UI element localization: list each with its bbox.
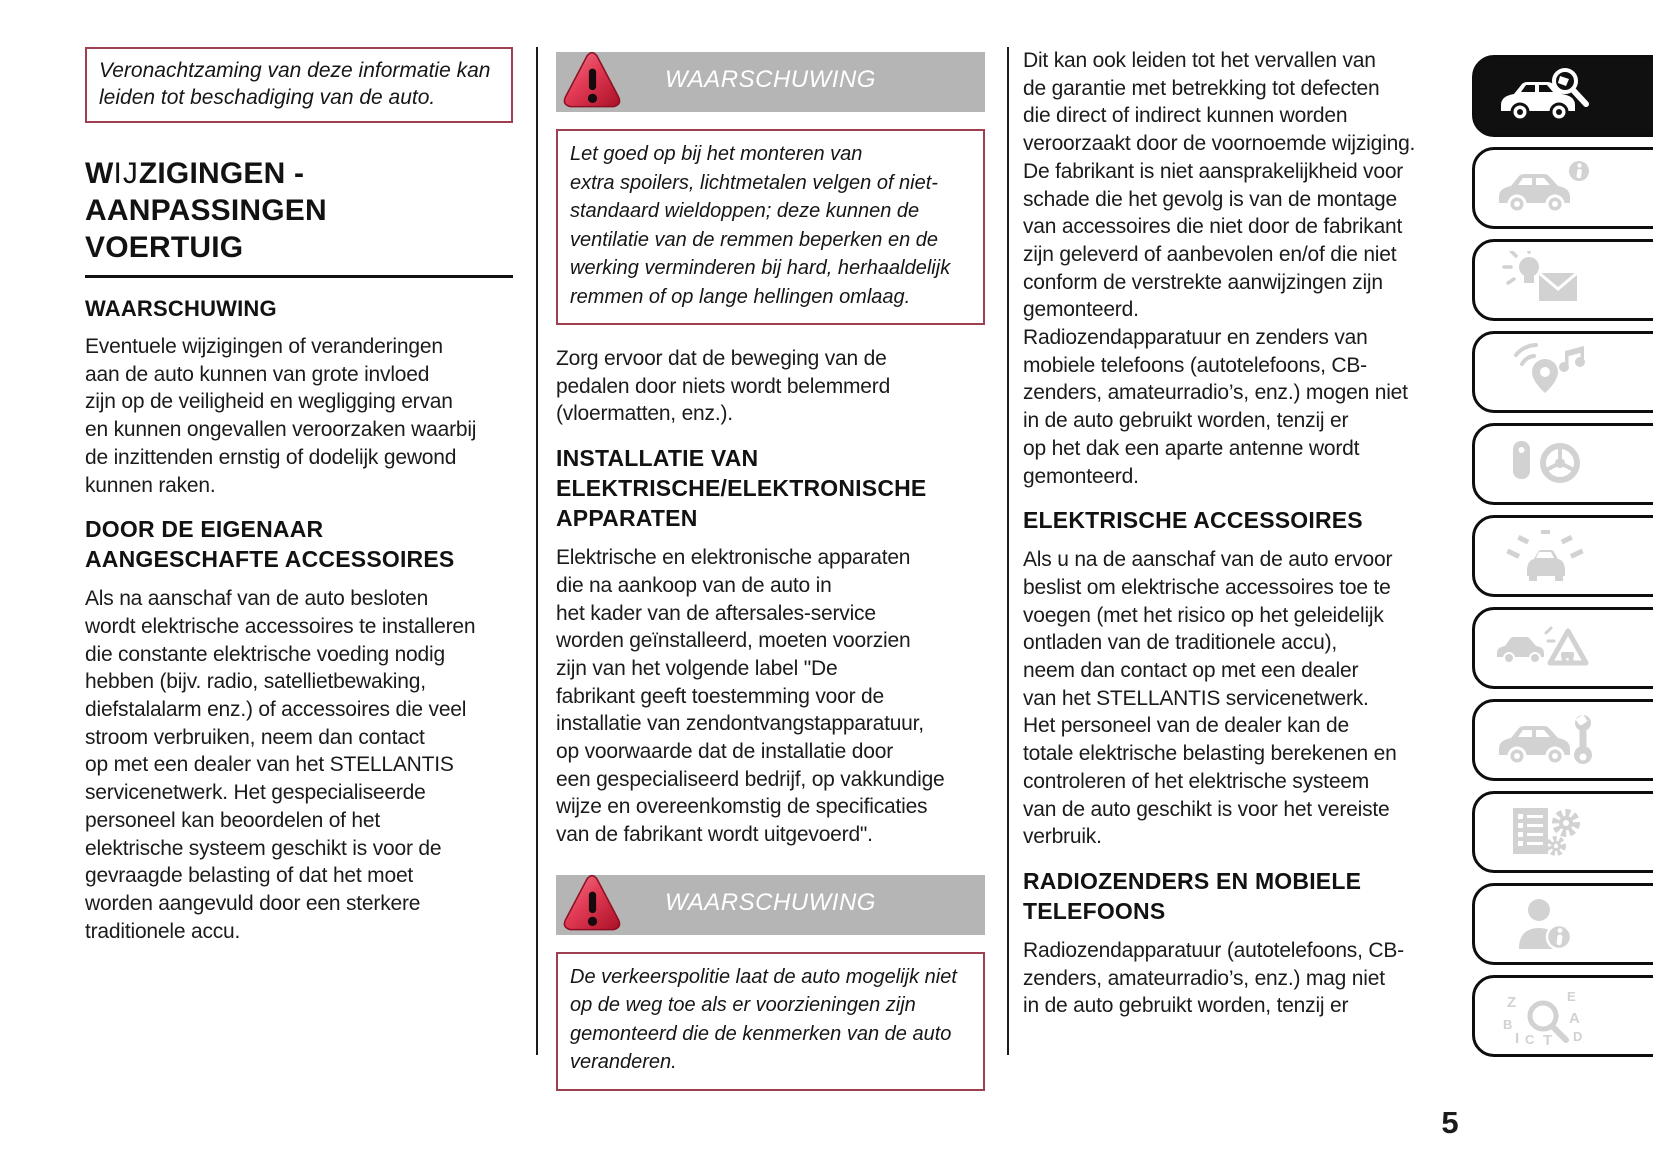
owner-accessories-heading: DOOR DE EIGENAAR AANGESCHAFTE ACCESSOIRE… <box>85 516 455 573</box>
warning-text-box: Let goed op bij het monteren van extra s… <box>556 129 985 325</box>
warranty-paragraph: Dit kan ook leiden tot het vervallen van… <box>1023 49 1416 488</box>
column-divider <box>1007 47 1009 1055</box>
title-rule <box>85 275 513 278</box>
installation-paragraph: Elektrische en elektronische apparaten d… <box>556 546 945 847</box>
warning-text-box: De verkeerspolitie laat de auto mogelijk… <box>556 951 985 1091</box>
warning-banner-label: WAARSCHUWING <box>665 888 876 916</box>
page-title-part: W <box>85 157 114 190</box>
person-info-icon <box>1519 899 1573 951</box>
tab-multimedia-navigation[interactable] <box>1472 331 1653 413</box>
warning-subheading: WAARSCHUWING <box>85 296 277 321</box>
page-number: 5 <box>1441 1105 1459 1140</box>
electric-accessories-paragraph: Als u na de aanschaf van de auto ervoor … <box>1023 548 1397 849</box>
car-info-icon <box>1499 161 1589 214</box>
tab-technical-specifications[interactable] <box>1472 791 1653 873</box>
electric-accessories-heading: ELEKTRISCHE ACCESSOIRES <box>1023 507 1363 534</box>
page-title-rest: ZIGINGEN - AANPASSINGEN VOERTUIG <box>85 157 327 264</box>
car-wrench-icon <box>1499 714 1592 766</box>
index-letter: A <box>1569 1010 1580 1027</box>
column-middle: WAARSCHUWING Let goed op bij het montere… <box>556 51 985 1091</box>
installation-heading: INSTALLATIE VAN ELEKTRISCHE/ELEKTRONISCH… <box>556 445 927 532</box>
warning-triangle-icon <box>563 874 621 931</box>
specifications-gears-icon <box>1513 808 1580 856</box>
tab-getting-to-know-vehicle[interactable] <box>1472 55 1653 137</box>
page-title: WIJZIGINGEN - AANPASSINGEN VOERTUIG <box>85 155 513 266</box>
warning-banner: WAARSCHUWING <box>556 874 985 935</box>
warning-banner-label: WAARSCHUWING <box>665 66 876 93</box>
page-title-ij: IJ <box>113 157 139 190</box>
column-divider <box>536 47 538 1055</box>
warning-paragraph: Eventuele wijzigingen of veranderingen a… <box>85 335 477 497</box>
tab-starting-driving[interactable] <box>1472 423 1653 505</box>
index-letter: Z <box>1507 994 1516 1011</box>
car-road-lanes-icon <box>1506 530 1584 581</box>
index-letter: D <box>1573 1029 1582 1044</box>
radio-transmitters-heading: RADIOZENDERS EN MOBIELE TELEFOONS <box>1023 867 1362 924</box>
car-magnifier-icon <box>1501 68 1589 122</box>
tab-owner-information[interactable] <box>1472 883 1653 965</box>
warning-triangle-icon <box>563 51 621 108</box>
emergency-triangle-icon <box>1497 626 1589 666</box>
chapter-tab-bar: Z E B A I C T D <box>1472 55 1653 1067</box>
column-right: Dit kan ook leiden tot het vervallen van… <box>1023 47 1453 1020</box>
tab-dashboard-info[interactable] <box>1472 147 1653 229</box>
notice-box: Veronachtzaming van deze informatie kan … <box>85 47 513 123</box>
key-steering-wheel-icon <box>1513 441 1580 483</box>
index-letter: I <box>1515 1030 1519 1045</box>
owner-accessories-paragraph: Als na aanschaf van de auto besloten wor… <box>85 587 476 943</box>
index-letter: B <box>1503 1017 1512 1032</box>
column-left: Veronachtzaming van deze informatie kan … <box>85 47 513 945</box>
index-letter: T <box>1543 1032 1552 1045</box>
index-letter: E <box>1567 989 1576 1004</box>
tab-driving[interactable] <box>1472 515 1653 597</box>
tab-warning-lights-messages[interactable] <box>1472 239 1653 321</box>
radio-transmitters-paragraph: Radiozendapparatuur (autotelefoons, CB- … <box>1023 938 1404 1018</box>
pedals-paragraph: Zorg ervoor dat de beweging van de pedal… <box>556 347 891 426</box>
media-navigation-icon <box>1514 343 1585 393</box>
warning-banner: WAARSCHUWING <box>556 51 985 112</box>
tab-in-emergency[interactable] <box>1472 607 1653 689</box>
tab-servicing-care[interactable] <box>1472 699 1653 781</box>
warning-light-message-icon <box>1502 251 1578 301</box>
index-letter: C <box>1525 1032 1535 1045</box>
tab-alphabetical-index[interactable]: Z E B A I C T D <box>1472 975 1653 1057</box>
index-search-icon: Z E B A I C T D <box>1503 989 1582 1045</box>
